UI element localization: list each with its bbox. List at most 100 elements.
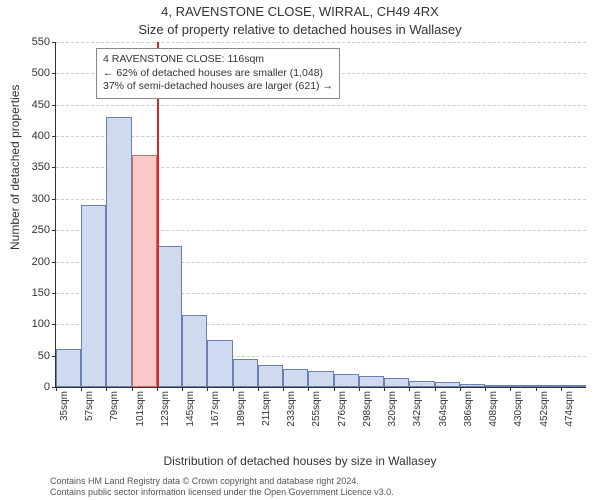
histogram-bar <box>233 359 258 387</box>
xtick-mark <box>106 387 107 391</box>
xtick-label: 408sqm <box>488 391 499 427</box>
ytick-mark <box>52 42 56 43</box>
xtick-mark <box>182 387 183 391</box>
ytick-mark <box>52 199 56 200</box>
histogram-bar <box>182 315 207 387</box>
gridline <box>56 42 586 43</box>
xtick-label: 57sqm <box>84 391 95 421</box>
xtick-mark <box>81 387 82 391</box>
annotation-line3: 37% of semi-detached houses are larger (… <box>103 80 333 94</box>
ytick-mark <box>52 73 56 74</box>
ytick-label: 200 <box>32 256 50 268</box>
histogram-bar <box>536 385 561 387</box>
xtick-mark <box>409 387 410 391</box>
ytick-label: 50 <box>38 350 50 362</box>
xtick-label: 189sqm <box>236 391 247 427</box>
xtick-label: 474sqm <box>564 391 575 427</box>
xtick-mark <box>233 387 234 391</box>
ytick-mark <box>52 167 56 168</box>
xtick-mark <box>56 387 57 391</box>
xtick-mark <box>132 387 133 391</box>
xtick-mark <box>157 387 158 391</box>
xtick-label: 342sqm <box>412 391 423 427</box>
xtick-label: 255sqm <box>311 391 322 427</box>
xtick-label: 298sqm <box>362 391 373 427</box>
xtick-label: 320sqm <box>387 391 398 427</box>
gridline <box>56 136 586 137</box>
xtick-mark <box>435 387 436 391</box>
histogram-bar <box>258 365 283 387</box>
xtick-mark <box>359 387 360 391</box>
ytick-mark <box>52 324 56 325</box>
xtick-label: 211sqm <box>261 391 272 426</box>
ytick-mark <box>52 230 56 231</box>
xtick-mark <box>561 387 562 391</box>
xtick-label: 452sqm <box>539 391 550 427</box>
ytick-label: 250 <box>32 224 50 236</box>
histogram-bar <box>283 369 308 387</box>
ytick-mark <box>52 262 56 263</box>
plot-area: 05010015020025030035040045050055035sqm57… <box>55 42 586 388</box>
xtick-mark <box>460 387 461 391</box>
xtick-label: 233sqm <box>286 391 297 427</box>
xtick-mark <box>536 387 537 391</box>
ytick-label: 150 <box>32 287 50 299</box>
footer-line1: Contains HM Land Registry data © Crown c… <box>50 476 590 487</box>
histogram-bar <box>359 376 384 387</box>
histogram-bar <box>106 117 131 387</box>
xtick-label: 386sqm <box>463 391 474 427</box>
x-axis-label: Distribution of detached houses by size … <box>0 454 600 468</box>
chart-container: 4, RAVENSTONE CLOSE, WIRRAL, CH49 4RX Si… <box>0 0 600 500</box>
xtick-mark <box>258 387 259 391</box>
footer-line2: Contains public sector information licen… <box>50 487 590 498</box>
y-axis-label: Number of detached properties <box>8 85 22 250</box>
xtick-mark <box>283 387 284 391</box>
histogram-bar <box>485 385 510 387</box>
xtick-label: 101sqm <box>135 391 146 427</box>
xtick-mark <box>334 387 335 391</box>
xtick-mark <box>510 387 511 391</box>
annotation-box: 4 RAVENSTONE CLOSE: 116sqm ← 62% of deta… <box>96 48 340 99</box>
xtick-label: 145sqm <box>185 391 196 427</box>
histogram-bar <box>409 381 434 387</box>
page-subtitle: Size of property relative to detached ho… <box>0 22 600 37</box>
xtick-label: 35sqm <box>59 391 70 421</box>
xtick-label: 123sqm <box>160 391 171 427</box>
histogram-bar <box>334 374 359 387</box>
ytick-mark <box>52 293 56 294</box>
page-title: 4, RAVENSTONE CLOSE, WIRRAL, CH49 4RX <box>0 4 600 19</box>
histogram-bar <box>81 205 106 387</box>
footer: Contains HM Land Registry data © Crown c… <box>50 476 590 498</box>
xtick-label: 430sqm <box>513 391 524 427</box>
ytick-mark <box>52 105 56 106</box>
xtick-label: 167sqm <box>210 391 221 427</box>
histogram-bar <box>157 246 182 387</box>
xtick-mark <box>485 387 486 391</box>
histogram-bar <box>510 385 535 387</box>
annotation-line2: ← 62% of detached houses are smaller (1,… <box>103 67 333 81</box>
ytick-label: 300 <box>32 193 50 205</box>
xtick-mark <box>207 387 208 391</box>
ytick-label: 0 <box>44 381 50 393</box>
ytick-label: 400 <box>32 130 50 142</box>
histogram-bar <box>132 155 157 387</box>
xtick-label: 276sqm <box>337 391 348 427</box>
annotation-line1: 4 RAVENSTONE CLOSE: 116sqm <box>103 53 333 67</box>
ytick-label: 100 <box>32 318 50 330</box>
histogram-bar <box>384 378 409 387</box>
xtick-label: 79sqm <box>109 391 120 421</box>
xtick-mark <box>384 387 385 391</box>
histogram-bar <box>460 384 485 387</box>
histogram-bar <box>308 371 333 387</box>
xtick-mark <box>308 387 309 391</box>
histogram-bar <box>435 382 460 387</box>
histogram-bar <box>56 349 81 387</box>
histogram-bar <box>561 385 586 387</box>
xtick-label: 364sqm <box>438 391 449 427</box>
gridline <box>56 105 586 106</box>
ytick-mark <box>52 136 56 137</box>
ytick-label: 350 <box>32 161 50 173</box>
ytick-label: 450 <box>32 99 50 111</box>
ytick-label: 500 <box>32 67 50 79</box>
ytick-label: 550 <box>32 36 50 48</box>
